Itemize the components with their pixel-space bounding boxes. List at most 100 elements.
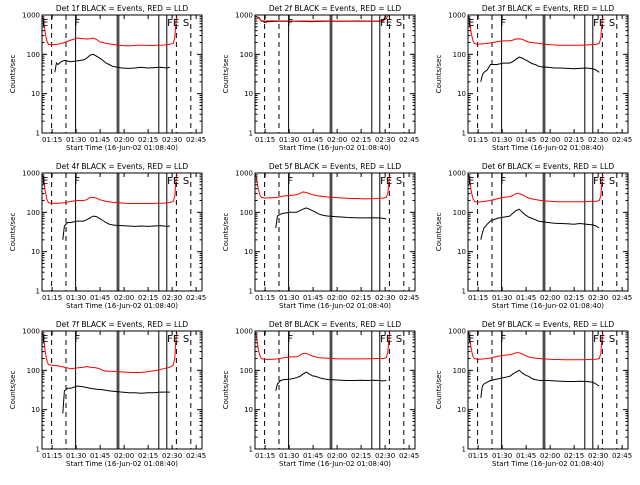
y-tick-label: 1000 xyxy=(448,328,466,336)
x-axis-label: Start Time (16-Jun-02 01:08:40) xyxy=(279,144,391,152)
y-tick-label: 100 xyxy=(453,209,466,217)
phase-marker-label: FE xyxy=(380,334,392,345)
chart-title: Det 7f BLACK = Events, RED = LLD xyxy=(56,320,189,329)
x-tick-label: 01:15 xyxy=(468,452,488,460)
y-tick-label: 1 xyxy=(249,446,253,454)
series-line-lld xyxy=(255,15,390,22)
y-tick-label: 1 xyxy=(462,446,466,454)
y-axis-label: Counts/sec xyxy=(222,55,230,94)
x-tick-label: 01:15 xyxy=(255,294,275,302)
x-tick-label: 02:00 xyxy=(114,136,134,144)
y-tick-label: 100 xyxy=(240,51,253,59)
y-tick-label: 1000 xyxy=(22,328,40,336)
phase-marker-label: S xyxy=(396,18,402,29)
x-tick-label: 01:30 xyxy=(492,294,512,302)
phase-marker-label: E xyxy=(468,176,474,187)
x-tick-label: 02:00 xyxy=(327,452,347,460)
x-tick-label: 01:45 xyxy=(303,452,323,460)
plot-frame xyxy=(254,172,416,292)
series-group xyxy=(255,332,391,392)
chart-title: Det 1f BLACK = Events, RED = LLD xyxy=(56,4,189,13)
plot-frame xyxy=(254,330,416,450)
y-tick-label: 10 xyxy=(244,248,253,256)
chart-title: Det 8f BLACK = Events, RED = LLD xyxy=(269,320,402,329)
phase-marker-label: F xyxy=(287,18,293,29)
x-tick-label: 01:45 xyxy=(90,294,110,302)
y-tick-label: 10 xyxy=(457,406,466,414)
x-axis-label: Start Time (16-Jun-02 01:08:40) xyxy=(66,460,178,468)
phase-marker-label: F xyxy=(74,334,80,345)
y-tick-label: 1000 xyxy=(22,12,40,20)
chart-panel-4: Det 4f BLACK = Events, RED = LLD 1 10 100 10… xyxy=(9,162,206,310)
y-tick-label: 1000 xyxy=(235,12,253,20)
x-axis-label: Start Time (16-Jun-02 01:08:40) xyxy=(279,302,391,310)
x-tick-label: 02:15 xyxy=(564,452,584,460)
series-line-events xyxy=(480,208,600,240)
chart-panel-1: Det 1f BLACK = Events, RED = LLD 1 10 100 10… xyxy=(9,4,206,152)
y-tick-label: 1 xyxy=(249,130,253,138)
plot-frame xyxy=(41,330,203,450)
y-tick-label: 1 xyxy=(249,288,253,296)
series-line-events xyxy=(275,207,387,229)
x-tick-label: 01:30 xyxy=(492,136,512,144)
x-tick-label: 02:00 xyxy=(540,294,560,302)
series-line-lld xyxy=(42,174,178,204)
y-tick-label: 1000 xyxy=(235,170,253,178)
y-axis-label: Counts/sec xyxy=(435,55,443,94)
x-axis-label: Start Time (16-Jun-02 01:08:40) xyxy=(66,144,178,152)
plot-frame xyxy=(467,330,629,450)
phase-marker-label: FE xyxy=(167,176,179,187)
phase-marker-label: FE xyxy=(380,18,392,29)
phase-marker-label: S xyxy=(609,176,615,187)
series-group xyxy=(468,174,604,240)
y-tick-label: 100 xyxy=(240,209,253,217)
x-tick-label: 02:00 xyxy=(540,452,560,460)
phase-marker-label: F xyxy=(500,18,506,29)
phase-marker-label: FE xyxy=(593,334,605,345)
x-tick-label: 01:45 xyxy=(516,452,536,460)
x-tick-label: 01:15 xyxy=(42,294,62,302)
x-tick-label: 02:30 xyxy=(162,452,182,460)
x-tick-label: 02:30 xyxy=(375,136,395,144)
x-tick-label: 01:45 xyxy=(90,136,110,144)
x-tick-label: 02:30 xyxy=(162,136,182,144)
phase-marker-label: F xyxy=(287,176,293,187)
plot-frame xyxy=(41,172,203,292)
series-line-events xyxy=(480,369,600,398)
y-tick-label: 100 xyxy=(27,209,40,217)
phase-marker-label: F xyxy=(74,18,80,29)
chart-title: Det 3f BLACK = Events, RED = LLD xyxy=(482,4,615,13)
series-group xyxy=(42,332,178,414)
series-line-events xyxy=(275,371,387,392)
x-tick-label: 01:15 xyxy=(42,452,62,460)
y-axis-label: Counts/sec xyxy=(222,371,230,410)
plot-frame xyxy=(41,14,203,134)
x-tick-label: 02:45 xyxy=(186,294,206,302)
x-tick-label: 02:00 xyxy=(327,136,347,144)
chart-title: Det 2f BLACK = Events, RED = LLD xyxy=(269,4,402,13)
phase-marker-label: S xyxy=(183,176,189,187)
phase-marker-label: S xyxy=(183,18,189,29)
x-tick-label: 02:15 xyxy=(564,294,584,302)
x-tick-label: 01:15 xyxy=(468,294,488,302)
chart-panel-2: Det 2f BLACK = Events, RED = LLD 1 10 100 10… xyxy=(222,4,419,152)
phase-marker-label: F xyxy=(74,176,80,187)
series-line-lld xyxy=(42,16,178,47)
x-tick-label: 02:00 xyxy=(540,136,560,144)
phase-marker-label: FE xyxy=(593,18,605,29)
y-tick-label: 10 xyxy=(457,248,466,256)
y-tick-label: 10 xyxy=(31,248,40,256)
x-tick-label: 02:45 xyxy=(612,136,632,144)
x-tick-label: 02:00 xyxy=(114,452,134,460)
y-tick-label: 100 xyxy=(27,51,40,59)
phase-marker-label: F xyxy=(287,334,293,345)
chart-title: Det 9f BLACK = Events, RED = LLD xyxy=(482,320,615,329)
y-tick-label: 1 xyxy=(36,130,40,138)
x-tick-label: 02:15 xyxy=(564,136,584,144)
x-tick-label: 02:45 xyxy=(399,294,419,302)
phase-marker-label: FE xyxy=(593,176,605,187)
y-tick-label: 10 xyxy=(31,90,40,98)
x-tick-label: 02:30 xyxy=(588,294,608,302)
x-tick-label: 01:45 xyxy=(516,294,536,302)
plot-frame xyxy=(254,14,416,134)
